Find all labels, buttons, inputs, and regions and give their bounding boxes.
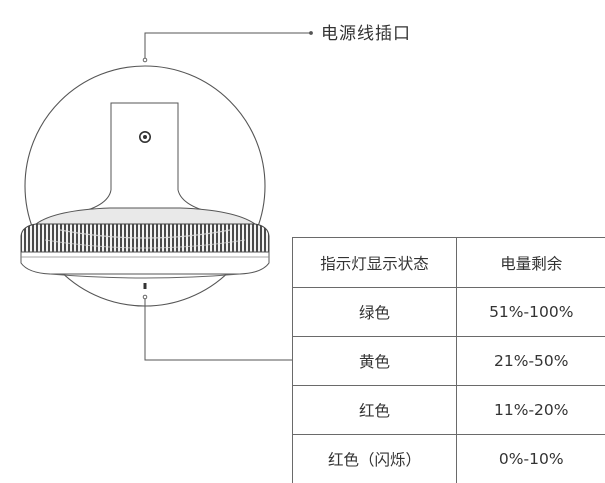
fan-housing (21, 208, 269, 278)
callout-dot-power-port (309, 31, 313, 35)
callout-line-indicator (145, 297, 292, 360)
table-row: 黄色 21%-50% (293, 337, 605, 386)
indicator-color-cell: 红色 (293, 386, 457, 435)
power-cord-port-label: 电源线插口 (321, 19, 411, 44)
table-row: 红色 11%-20% (293, 386, 605, 435)
callout-line-power-port (145, 33, 311, 60)
mounting-post (111, 103, 178, 193)
battery-range-cell: 0%-10% (457, 435, 605, 483)
table-row: 红色（闪烁） 0%-10% (293, 435, 605, 483)
indicator-color-cell: 黄色 (293, 337, 457, 386)
table-header-row: 指示灯显示状态 电量剩余 (293, 238, 605, 288)
indicator-color-cell: 绿色 (293, 288, 457, 337)
battery-status-table: 指示灯显示状态 电量剩余 绿色 51%-100% 黄色 21%-50% 红色 1… (292, 237, 605, 483)
indicator-color-cell: 红色（闪烁） (293, 435, 457, 483)
battery-range-cell: 11%-20% (457, 386, 605, 435)
indicator-light-icon (144, 283, 147, 289)
battery-range-cell: 51%-100% (457, 288, 605, 337)
battery-range-cell: 21%-50% (457, 337, 605, 386)
table-row: 绿色 51%-100% (293, 288, 605, 337)
column-header-battery-remaining: 电量剩余 (457, 238, 605, 288)
column-header-indicator-status: 指示灯显示状态 (293, 238, 457, 288)
